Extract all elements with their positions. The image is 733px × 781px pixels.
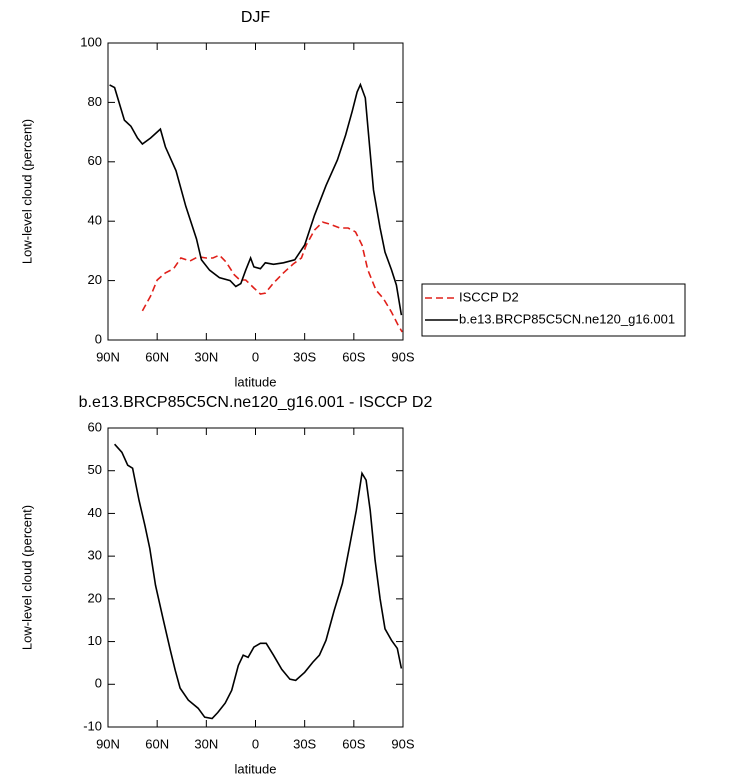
x-tick-label: 0: [252, 736, 259, 751]
x-tick-label: 30N: [194, 736, 218, 751]
y-tick-label: -10: [83, 718, 102, 733]
chart-title: DJF: [241, 9, 271, 26]
y-tick-label: 60: [88, 153, 102, 168]
y-tick-label: 50: [88, 462, 102, 477]
y-tick-label: 20: [88, 272, 102, 287]
x-tick-label: 90S: [391, 736, 414, 751]
x-tick-label: 60N: [145, 349, 169, 364]
x-tick-label: 30S: [293, 349, 316, 364]
y-tick-label: 30: [88, 548, 102, 563]
x-axis-label: latitude: [235, 374, 277, 389]
plot-frame: [107, 427, 404, 728]
y-tick-label: 80: [88, 94, 102, 109]
y-tick-label: 20: [88, 590, 102, 605]
x-tick-label: 0: [252, 349, 259, 364]
x-tick-label: 60S: [342, 736, 365, 751]
x-tick-label: 90N: [96, 736, 120, 751]
y-tick-label: 0: [95, 676, 102, 691]
x-tick-label: 60S: [342, 349, 365, 364]
y-tick-label: 0: [95, 331, 102, 346]
y-tick-label: 40: [88, 213, 102, 228]
legend-label: b.e13.BRCP85C5CN.ne120_g16.001: [459, 311, 675, 326]
y-axis-label: Low-level cloud (percent): [19, 505, 34, 650]
y-tick-label: 60: [88, 419, 102, 434]
x-axis-label: latitude: [235, 761, 277, 776]
data-line: [141, 221, 403, 333]
data-line: [109, 82, 403, 316]
x-tick-label: 30N: [194, 349, 218, 364]
x-tick-label: 90S: [391, 349, 414, 364]
y-tick-label: 40: [88, 505, 102, 520]
chart-title: b.e13.BRCP85C5CN.ne120_g16.001 - ISCCP D…: [79, 394, 433, 411]
y-tick-label: 100: [80, 34, 102, 49]
x-tick-label: 60N: [145, 736, 169, 751]
legend-box: [421, 283, 686, 337]
x-tick-label: 90N: [96, 349, 120, 364]
y-tick-label: 10: [88, 633, 102, 648]
x-tick-label: 30S: [293, 736, 316, 751]
data-line: [114, 443, 403, 720]
legend-label: ISCCP D2: [459, 289, 519, 304]
y-axis-label: Low-level cloud (percent): [19, 119, 34, 264]
